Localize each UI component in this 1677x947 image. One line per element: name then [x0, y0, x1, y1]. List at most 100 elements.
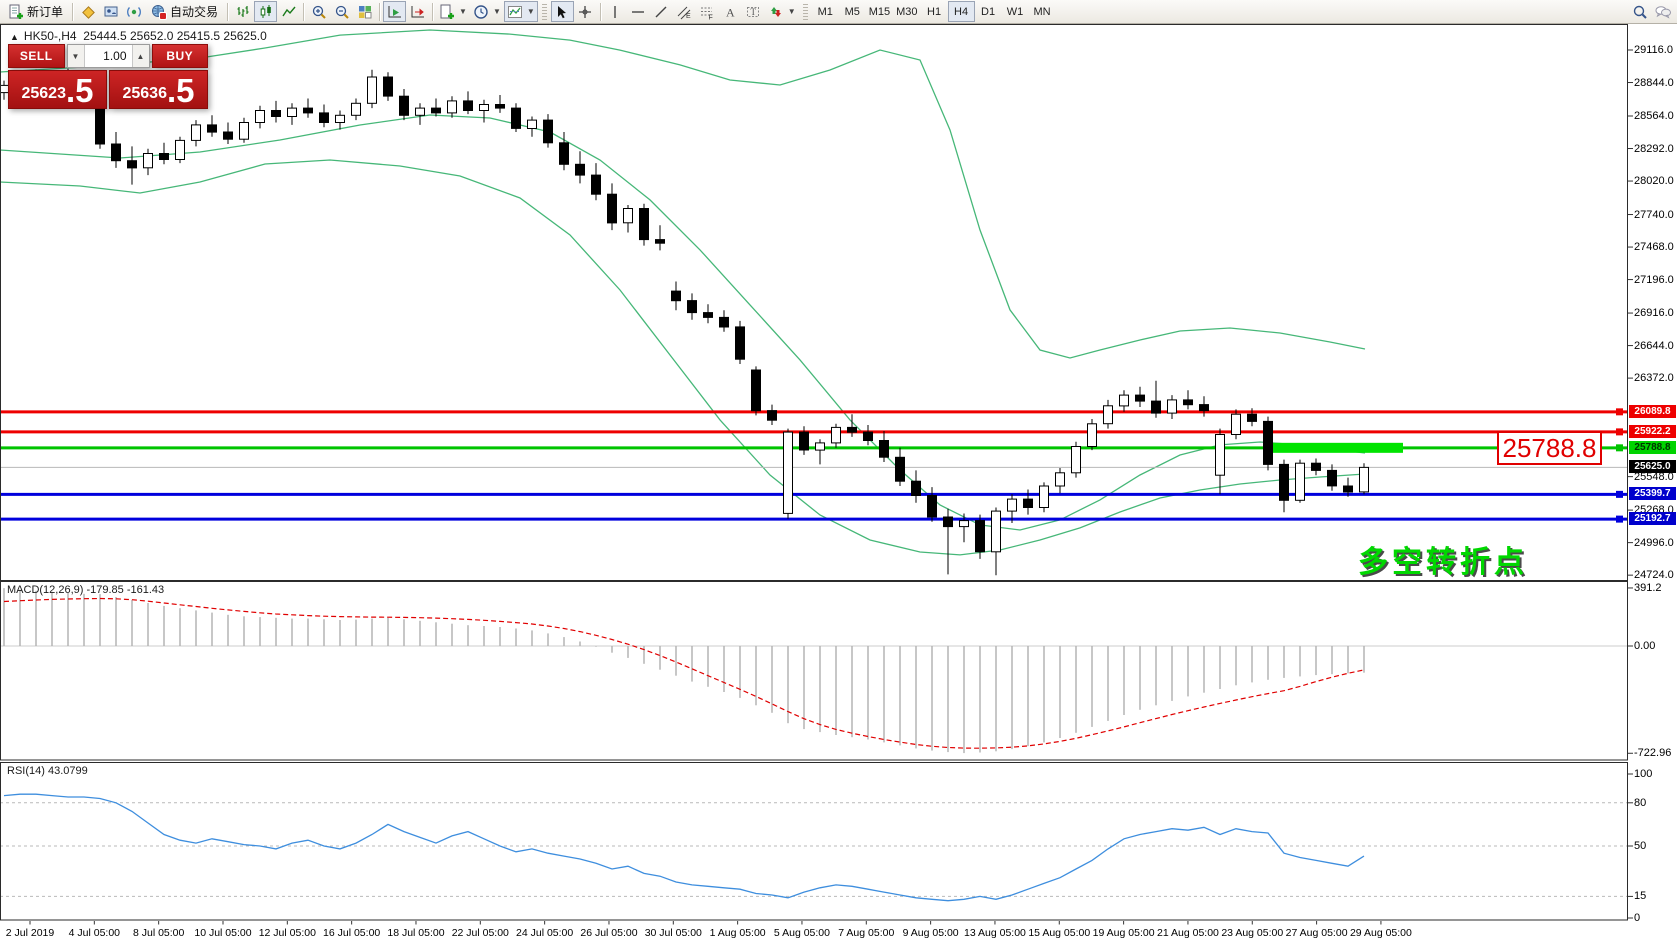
auto-scroll-icon	[387, 4, 403, 20]
indicators-button[interactable]: ▼	[503, 1, 538, 22]
timeframe-button-M30[interactable]: M30	[893, 1, 920, 22]
search-button[interactable]	[1628, 1, 1651, 22]
timeframe-button-MN[interactable]: MN	[1029, 1, 1056, 22]
vertical-line-icon	[607, 4, 623, 20]
turning-point-annotation[interactable]: 多空转折点	[1358, 546, 1528, 579]
timeframe-button-H4[interactable]: H4	[947, 1, 975, 22]
timeframe-button-D1[interactable]: D1	[975, 1, 1002, 22]
new-order-label: 新订单	[27, 5, 64, 19]
new-chart-button[interactable]: ▼	[436, 1, 470, 22]
chart-title: ▲ HK50-,H4 25444.5 25652.0 25415.5 25625.…	[10, 29, 267, 43]
dropdown-caret-icon: ▼	[492, 7, 501, 16]
sell-price-main: 25623	[21, 85, 66, 102]
text-label-tool-button[interactable]: T	[742, 1, 765, 22]
timeframe-button-M5[interactable]: M5	[839, 1, 866, 22]
tile-windows-icon	[357, 4, 373, 20]
fibonacci-tool-button[interactable]: F	[696, 1, 719, 22]
line-chart-mode-button[interactable]	[277, 1, 300, 22]
data-window-button[interactable]	[99, 1, 122, 22]
text-label-icon: T	[745, 4, 761, 20]
sell-price-box[interactable]: 25623.5	[8, 70, 107, 109]
price-callout-label[interactable]: 25788.8	[1497, 431, 1602, 465]
toolbar-separator	[72, 2, 74, 21]
buy-price-box[interactable]: 25636.5	[109, 70, 208, 109]
market-watch-button[interactable]	[76, 1, 99, 22]
dropdown-caret-icon: ▼	[459, 7, 467, 16]
auto-trading-button[interactable]: 自动交易	[145, 1, 224, 22]
volume-decrease-button[interactable]: ▼	[67, 45, 85, 67]
text-tool-button[interactable]: A	[719, 1, 742, 22]
trendline-icon	[653, 4, 669, 20]
sell-button[interactable]: SELL	[8, 44, 65, 68]
svg-text:T: T	[751, 7, 757, 17]
toolbar-separator	[227, 2, 229, 21]
tile-windows-button[interactable]	[353, 1, 376, 22]
chat-button[interactable]	[1651, 1, 1675, 22]
crosshair-tool-button[interactable]	[574, 1, 597, 22]
bar-chart-icon	[235, 4, 251, 20]
cursor-icon	[554, 4, 570, 20]
zoom-out-button[interactable]	[330, 1, 353, 22]
horizontal-line-tool-button[interactable]	[627, 1, 650, 22]
buy-button[interactable]: BUY	[151, 44, 208, 68]
auto-trading-label: 自动交易	[170, 5, 219, 19]
trendline-tool-button[interactable]	[650, 1, 673, 22]
search-icon	[1632, 4, 1648, 20]
chat-icon	[1654, 4, 1672, 20]
chart-shift-button[interactable]	[406, 1, 429, 22]
cursor-tool-button[interactable]	[550, 1, 574, 22]
rsi-indicator-label: RSI(14) 43.0799	[7, 765, 88, 777]
new-order-button[interactable]: 新订单	[2, 1, 69, 22]
fibonacci-icon: F	[699, 4, 715, 20]
dropdown-caret-icon: ▼	[526, 7, 535, 16]
zoom-in-icon	[311, 4, 327, 20]
timeframe-button-W1[interactable]: W1	[1002, 1, 1029, 22]
arrows-tool-button[interactable]: ▼	[765, 1, 799, 22]
toolbar-separator	[599, 2, 601, 21]
new-chart-icon	[439, 4, 455, 20]
sell-price-fraction: .5	[65, 72, 94, 109]
navigator-button[interactable]	[122, 1, 145, 22]
buy-price-main: 25636	[122, 85, 167, 102]
crosshair-icon	[577, 4, 593, 20]
timeframe-button-group: M1 M5 M15 M30 H1 H4 D1 W1 MN	[812, 1, 1056, 22]
zoom-out-icon	[334, 4, 350, 20]
symbol-marker-icon: ▲	[10, 32, 19, 42]
timeframe-button-M15[interactable]: M15	[866, 1, 893, 22]
volume-input[interactable]	[84, 45, 132, 67]
candlestick-mode-button[interactable]	[254, 1, 278, 22]
timeframe-button-M1[interactable]: M1	[812, 1, 839, 22]
horizontal-line-icon	[630, 4, 646, 20]
bar-chart-mode-button[interactable]	[231, 1, 254, 22]
volume-increase-button[interactable]: ▲	[131, 45, 149, 67]
svg-text:E: E	[686, 13, 691, 20]
chart-shift-icon	[410, 4, 426, 20]
chevron-up-icon: ▲	[136, 51, 145, 61]
toolbar-separator	[432, 2, 434, 21]
toolbar: 新订单 自动交易 ▼ ▼ ▼ E F	[0, 0, 1677, 24]
toolbar-drag-handle[interactable]	[541, 3, 547, 20]
equidistant-channel-icon: E	[676, 4, 692, 20]
one-click-trading-panel: SELL ▼ ▲ BUY 25623.5 25636.5	[8, 44, 208, 109]
chevron-down-icon: ▼	[71, 51, 80, 61]
clock-icon	[473, 4, 489, 20]
auto-scroll-button[interactable]	[383, 1, 407, 22]
zoom-in-button[interactable]	[307, 1, 330, 22]
period-button[interactable]: ▼	[470, 1, 504, 22]
indicators-icon	[507, 4, 523, 20]
timeframe-button-H1[interactable]: H1	[921, 1, 948, 22]
vertical-line-tool-button[interactable]	[604, 1, 627, 22]
market-watch-icon	[80, 4, 96, 20]
data-window-icon	[103, 4, 119, 20]
chart-symbol-period: HK50-,H4	[23, 29, 77, 43]
svg-text:A: A	[726, 5, 735, 19]
line-chart-icon	[281, 4, 297, 20]
buy-price-fraction: .5	[166, 72, 195, 109]
macd-indicator-label: MACD(12,26,9) -179.85 -161.43	[7, 584, 165, 596]
text-icon: A	[722, 4, 738, 20]
toolbar-drag-handle[interactable]	[802, 3, 808, 20]
signal-icon	[126, 4, 142, 20]
dropdown-caret-icon: ▼	[787, 7, 796, 16]
channel-tool-button[interactable]: E	[673, 1, 696, 22]
